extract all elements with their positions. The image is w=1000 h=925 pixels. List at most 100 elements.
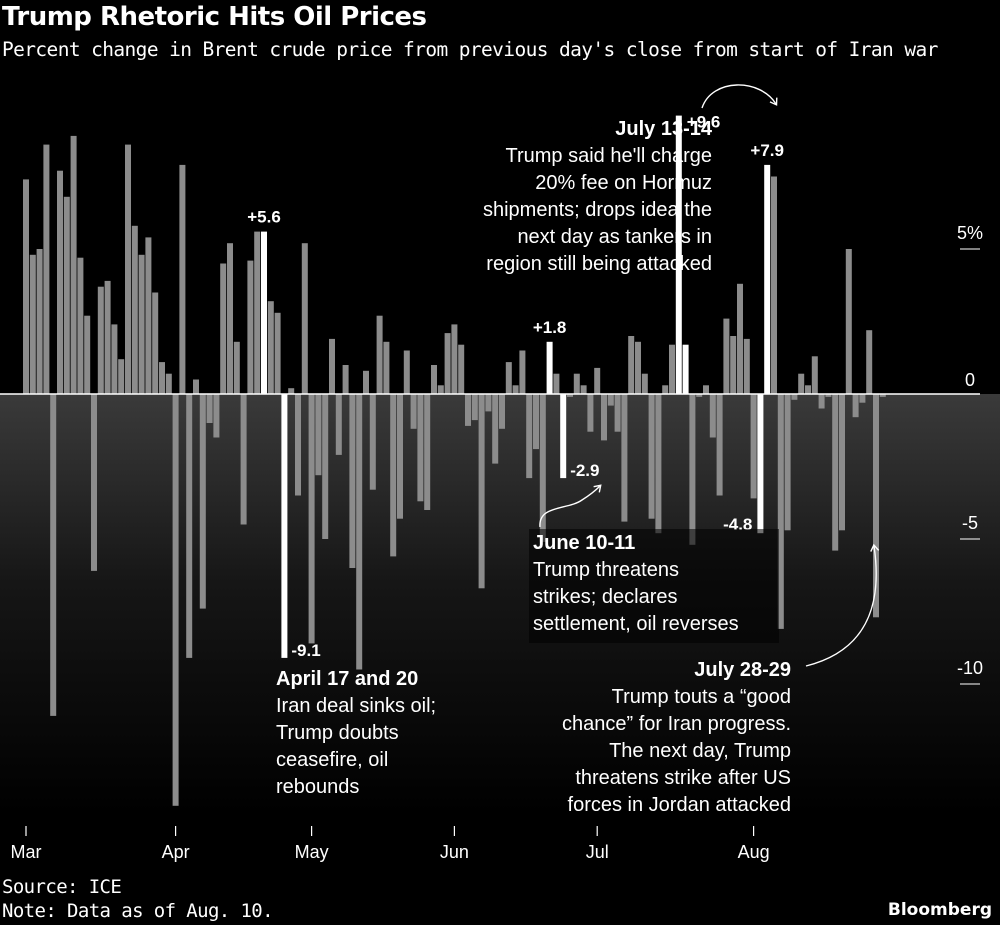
bar xyxy=(805,385,811,394)
bar xyxy=(63,196,70,394)
x-axis-ticks: Mar Apr May Jun Jul Aug xyxy=(11,826,770,862)
bar xyxy=(288,388,295,394)
bar xyxy=(424,394,431,510)
bars xyxy=(23,115,886,806)
bar xyxy=(172,394,179,806)
annotation-heading: April 17 and 20 xyxy=(276,668,418,690)
bar xyxy=(376,315,383,394)
annotation-backdrop xyxy=(529,529,779,643)
bar xyxy=(363,370,369,394)
bar xyxy=(267,301,274,394)
annotation-april: April 17 and 20 Iran deal sinks oil; Trump… xyxy=(276,668,436,798)
bar xyxy=(825,394,832,397)
arrow-june xyxy=(539,484,602,528)
bar xyxy=(743,338,750,394)
bar xyxy=(322,394,329,539)
bar xyxy=(165,373,172,394)
bar xyxy=(349,394,356,568)
annotation-july28: July 28-29 Trump touts a “good chance” for… xyxy=(562,659,791,816)
highlight-bar xyxy=(281,394,288,658)
highlight-bar xyxy=(560,394,567,479)
bar xyxy=(152,292,159,394)
bar xyxy=(519,350,526,394)
bar xyxy=(832,394,839,551)
bar xyxy=(118,359,125,394)
bar xyxy=(628,336,635,394)
bar xyxy=(662,385,669,394)
source-note: Source: ICE xyxy=(2,876,122,898)
bar xyxy=(220,263,227,394)
bar xyxy=(859,394,866,403)
bar xyxy=(879,394,886,397)
bar-value-label: -2.9 xyxy=(570,461,599,480)
bar-value-label: +1.8 xyxy=(533,318,567,337)
bar xyxy=(737,283,743,394)
annotation-june: June 10-11 Trump threatens strikes; declar… xyxy=(529,529,779,643)
bar xyxy=(111,324,118,394)
bar xyxy=(247,260,254,394)
data-note: Note: Data as of Aug. 10. xyxy=(2,900,274,922)
bar xyxy=(784,394,791,531)
bar xyxy=(716,394,723,496)
annotation-july13: July 13-14 Trump said he'll charge 20% fee… xyxy=(483,118,713,275)
annotation-line: Trump touts a “good xyxy=(612,686,791,708)
x-tick-label: Jul xyxy=(586,842,609,862)
highlight-bar xyxy=(682,344,689,394)
bloomberg-logo: Bloomberg xyxy=(887,900,992,920)
bar xyxy=(655,394,662,534)
bar xyxy=(648,394,655,519)
bar xyxy=(580,385,587,394)
bar xyxy=(431,365,437,394)
y-tick-label: 0 xyxy=(965,370,975,390)
bar xyxy=(478,394,485,589)
bar xyxy=(730,336,737,394)
bar xyxy=(465,394,471,426)
annotation-line: rebounds xyxy=(276,776,359,798)
bar xyxy=(335,394,342,455)
annotation-line: shipments; drops idea the xyxy=(483,199,712,221)
bar xyxy=(36,249,43,394)
bar xyxy=(526,394,533,479)
bar xyxy=(505,362,512,394)
annotation-line: Iran deal sinks oil; xyxy=(276,695,436,717)
bar xyxy=(485,394,492,412)
annotations: April 17 and 20 Iran deal sinks oil; Trump… xyxy=(276,118,791,816)
bar xyxy=(274,312,281,394)
annotation-arrows xyxy=(539,84,880,667)
bar xyxy=(301,243,308,394)
bar xyxy=(186,394,193,658)
bar xyxy=(750,394,757,499)
chart-title: Trump Rhetoric Hits Oil Prices xyxy=(2,2,427,32)
bar xyxy=(84,315,91,394)
bar xyxy=(410,394,417,429)
annotation-line: Trump doubts xyxy=(276,722,399,744)
highlight-bar xyxy=(261,231,267,394)
bar xyxy=(342,365,349,394)
annotation-line: 20% fee on Hormuz xyxy=(535,172,712,194)
bar xyxy=(689,394,696,545)
bar xyxy=(227,243,233,394)
bar xyxy=(240,394,247,525)
bar xyxy=(587,394,594,432)
bar xyxy=(104,280,111,394)
annotation-line: Trump threatens xyxy=(533,559,679,581)
bar xyxy=(873,394,879,618)
bar xyxy=(206,394,213,423)
bar xyxy=(315,394,322,476)
bar xyxy=(77,257,84,394)
highlight-bar xyxy=(675,115,682,394)
x-tick-label: Apr xyxy=(162,842,190,862)
bar xyxy=(131,225,138,394)
bar xyxy=(553,373,560,394)
y-tick-label: -5 xyxy=(962,513,978,533)
bar xyxy=(771,176,777,394)
bar xyxy=(213,394,220,438)
bar-value-label: +5.6 xyxy=(247,208,281,227)
bar xyxy=(539,394,546,542)
annotation-line: chance” for Iran progress. xyxy=(562,713,791,735)
bar xyxy=(159,362,165,394)
bar-value-label: -9.1 xyxy=(291,641,320,660)
bar xyxy=(811,356,818,394)
annotation-line: ceasefire, oil xyxy=(276,749,388,771)
